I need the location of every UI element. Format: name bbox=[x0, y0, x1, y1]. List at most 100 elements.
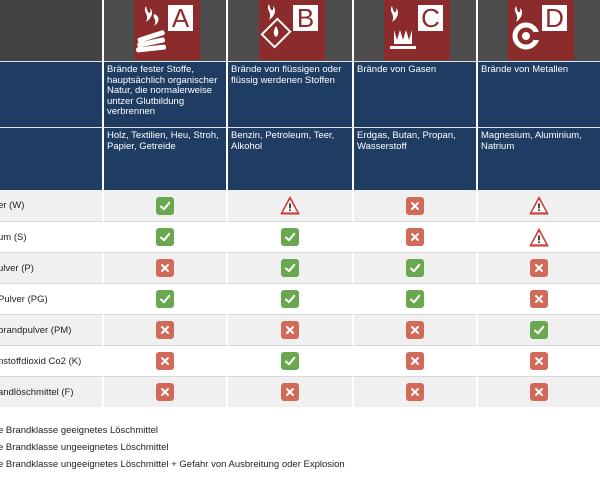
cross-icon bbox=[406, 321, 424, 339]
class-c-description: Brände von Gasen bbox=[357, 64, 437, 75]
class-c-rating-cell bbox=[354, 376, 478, 407]
cross-icon bbox=[281, 321, 299, 339]
cross-icon bbox=[406, 228, 424, 246]
agent-label-cell: andlöschmittel (F) bbox=[0, 376, 104, 407]
check-icon bbox=[530, 321, 548, 339]
class-a-rating-cell bbox=[104, 314, 228, 345]
agent-label: Pulver (PG) bbox=[0, 293, 48, 305]
burning-metal-icon bbox=[508, 0, 541, 60]
class-c-header: C bbox=[354, 0, 478, 61]
burning-liquid-icon bbox=[259, 0, 292, 60]
check-icon bbox=[281, 352, 299, 370]
agent-label-cell: er (W) bbox=[0, 190, 104, 221]
class-a-materials: Holz, Textilien, Heu, Stroh, Papier, Get… bbox=[107, 130, 219, 152]
cross-icon bbox=[406, 383, 424, 401]
class-a-rating-cell bbox=[104, 221, 228, 252]
burning-gas-icon bbox=[384, 0, 417, 60]
class-d-materials-cell: Magnesium, Aluminium, Natrium bbox=[478, 127, 600, 190]
materials-row: Holz, Textilien, Heu, Stroh, Papier, Get… bbox=[0, 127, 600, 190]
class-b-rating-cell bbox=[228, 221, 354, 252]
class-b-materials: Benzin, Petroleum, Teer, Alkohol bbox=[231, 130, 335, 152]
check-icon bbox=[156, 228, 174, 246]
class-d-rating-cell bbox=[478, 283, 600, 314]
agent-label: brandpulver (PM) bbox=[0, 324, 72, 336]
class-b-letter: B bbox=[292, 4, 319, 32]
cross-icon bbox=[530, 383, 548, 401]
cross-icon bbox=[156, 321, 174, 339]
class-d-description: Brände von Metallen bbox=[481, 64, 569, 75]
cross-icon bbox=[156, 383, 174, 401]
agent-label: ulver (P) bbox=[0, 262, 34, 274]
fire-class-table: A B bbox=[0, 0, 600, 407]
warning-icon bbox=[529, 228, 549, 247]
class-d-rating-cell bbox=[478, 221, 600, 252]
legend-suitable: e Brandklasse geeignetes Löschmittel bbox=[0, 425, 159, 436]
class-c-rating-cell bbox=[354, 252, 478, 283]
class-b-rating-cell bbox=[228, 283, 354, 314]
class-c-materials-cell: Erdgas, Butan, Propan, Wasserstoff bbox=[354, 127, 478, 190]
cross-icon bbox=[530, 290, 548, 308]
agent-label-cell: ulver (P) bbox=[0, 252, 104, 283]
class-b-sign: B bbox=[259, 0, 325, 60]
check-icon bbox=[156, 290, 174, 308]
legend-unsuitable: e Brandklasse ungeeignetes Löschmittel bbox=[0, 442, 169, 453]
class-c-rating-cell bbox=[354, 345, 478, 376]
corner-cell bbox=[0, 0, 104, 61]
cross-icon bbox=[530, 352, 548, 370]
burning-wood-icon bbox=[134, 0, 167, 60]
check-icon bbox=[156, 196, 174, 215]
check-icon bbox=[281, 290, 299, 308]
table-row: um (S) bbox=[0, 221, 600, 252]
class-b-rating-cell bbox=[228, 190, 354, 221]
cross-icon bbox=[156, 352, 174, 370]
class-a-rating-cell bbox=[104, 190, 228, 221]
class-a-sign: A bbox=[134, 0, 200, 60]
class-d-rating-cell bbox=[478, 376, 600, 407]
class-c-sign: C bbox=[384, 0, 450, 60]
class-d-rating-cell bbox=[478, 190, 600, 221]
legend: e Brandklasse geeignetes Löschmittel e B… bbox=[0, 422, 345, 473]
check-icon bbox=[406, 290, 424, 308]
fire-class-icon-row: A B bbox=[0, 0, 600, 61]
cross-icon bbox=[406, 196, 424, 215]
class-c-rating-cell bbox=[354, 283, 478, 314]
agent-label-cell: nstoffdioxid Co2 (K) bbox=[0, 345, 104, 376]
class-b-description-cell: Brände von flüssigen oder flüssig werden… bbox=[228, 61, 354, 127]
class-a-description-cell: Brände fester Stoffe, hauptsächlich orga… bbox=[104, 61, 228, 127]
class-a-description: Brände fester Stoffe, hauptsächlich orga… bbox=[107, 64, 218, 118]
cross-icon bbox=[406, 352, 424, 370]
class-a-materials-cell: Holz, Textilien, Heu, Stroh, Papier, Get… bbox=[104, 127, 228, 190]
class-d-header: D bbox=[478, 0, 600, 61]
class-b-rating-cell bbox=[228, 314, 354, 345]
class-a-rating-cell bbox=[104, 345, 228, 376]
description-row: Brände fester Stoffe, hauptsächlich orga… bbox=[0, 61, 600, 127]
cross-icon bbox=[530, 259, 548, 277]
class-b-rating-cell bbox=[228, 345, 354, 376]
agent-label: andlöschmittel (F) bbox=[0, 386, 74, 398]
table-row: Pulver (PG) bbox=[0, 283, 600, 314]
extinguishing-agent-rows: er (W) um (S) ulver (P) Pulver (PG) brandpul… bbox=[0, 190, 600, 407]
class-b-description: Brände von flüssigen oder flüssig werden… bbox=[231, 64, 342, 86]
agent-label: um (S) bbox=[0, 231, 27, 243]
class-d-letter: D bbox=[541, 4, 568, 32]
class-c-description-cell: Brände von Gasen bbox=[354, 61, 478, 127]
table-row: andlöschmittel (F) bbox=[0, 376, 600, 407]
table-row: nstoffdioxid Co2 (K) bbox=[0, 345, 600, 376]
table-row: er (W) bbox=[0, 190, 600, 221]
class-d-description-cell: Brände von Metallen bbox=[478, 61, 600, 127]
agent-label: er (W) bbox=[0, 200, 25, 211]
class-b-rating-cell bbox=[228, 252, 354, 283]
class-d-rating-cell bbox=[478, 252, 600, 283]
class-a-letter: A bbox=[167, 4, 194, 32]
class-c-materials: Erdgas, Butan, Propan, Wasserstoff bbox=[357, 130, 456, 152]
warning-icon bbox=[280, 196, 300, 215]
class-d-materials: Magnesium, Aluminium, Natrium bbox=[481, 130, 582, 152]
class-a-rating-cell bbox=[104, 252, 228, 283]
class-d-sign: D bbox=[508, 0, 574, 60]
class-a-rating-cell bbox=[104, 283, 228, 314]
legend-danger: e Brandklasse ungeeignetes Löschmittel +… bbox=[0, 459, 345, 470]
class-b-materials-cell: Benzin, Petroleum, Teer, Alkohol bbox=[228, 127, 354, 190]
agent-label-cell: Pulver (PG) bbox=[0, 283, 104, 314]
check-icon bbox=[281, 228, 299, 246]
cross-icon bbox=[156, 259, 174, 277]
